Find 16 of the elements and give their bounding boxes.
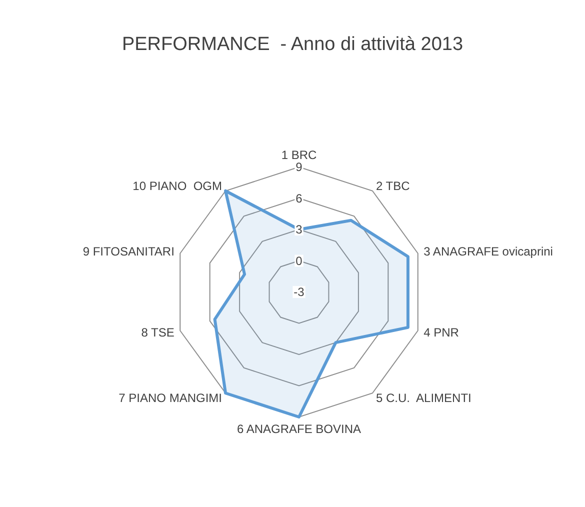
spoke-label: 9 FITOSANITARI [82, 244, 174, 259]
y-tick-label: 0 [296, 254, 303, 268]
spoke-label: 4 PNR [424, 325, 460, 340]
spoke-label: 8 TSE [141, 325, 174, 340]
y-tick-label: -3 [294, 285, 305, 299]
y-tick-label: 9 [296, 160, 303, 174]
spoke-label: 5 C.U. ALIMENTI [376, 390, 472, 405]
spoke-label: 7 PIANO MANGIMI [118, 390, 222, 405]
chart-title: PERFORMANCE - Anno di attività 2013 [122, 34, 464, 55]
spoke-label: 1 BRC [281, 148, 318, 162]
spoke-label: 2 TBC [376, 179, 410, 194]
spoke-label: 10 PIANO OGM [132, 179, 222, 194]
spoke-label: 3 ANAGRAFE ovicaprini [424, 244, 553, 259]
spoke-label: 6 ANAGRAFE BOVINA [236, 422, 362, 436]
y-tick-label: 6 [296, 191, 303, 206]
y-tick-label: 3 [296, 222, 303, 236]
